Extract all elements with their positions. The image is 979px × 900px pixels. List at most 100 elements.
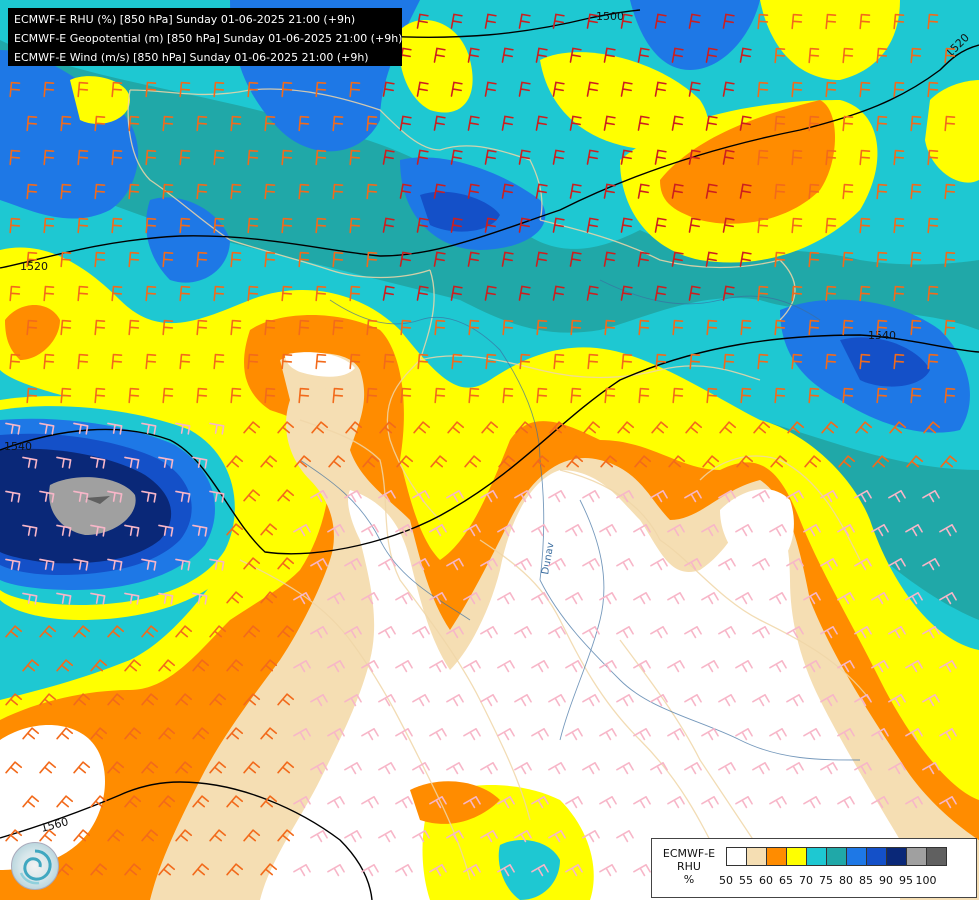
legend-tick-50: 50 [719,874,733,887]
wind-barb [90,727,108,740]
wind-barb [859,81,871,98]
legend-swatch-10 [926,847,947,866]
wind-barb [463,660,481,673]
wind-barb [586,81,599,97]
wind-barb [888,626,906,639]
wind-barb [378,762,396,775]
wind-barb [315,353,327,370]
wind-barb [774,47,786,64]
wind-barb [128,387,140,404]
wind-barb [213,217,225,234]
wind-barb [5,693,23,706]
wind-barb [327,524,345,537]
wind-barb [124,863,142,876]
wind-barb [910,251,922,268]
wind-barb [107,829,125,842]
wind-barb [332,387,344,404]
rhu-orange-zone-west [5,305,60,360]
wind-barb [655,353,667,370]
wind-barb [260,591,278,604]
rhu-blue-zone-nw [0,50,139,219]
wind-barb [73,625,91,638]
wind-barb [175,761,193,774]
wind-barb [910,115,922,132]
wind-barb [395,524,413,537]
wind-barb [433,183,446,199]
wind-barb [808,319,820,336]
wind-barb [514,626,532,639]
wind-barb [654,13,667,29]
wind-barb [927,13,939,30]
wind-barb [859,285,871,302]
wind-barb [842,251,854,268]
wind-barb [446,490,464,503]
wind-barb [515,421,533,434]
wind-barb [196,251,208,268]
wind-barb [395,796,413,809]
wind-barb [820,762,838,775]
wind-barb [467,115,480,131]
legend-label: ECMWF-E RHU % [656,847,722,886]
wind-barb [22,456,38,469]
wind-barb [718,762,736,775]
wind-barb [310,490,328,503]
wind-barb [298,387,310,404]
wind-barb [820,626,838,639]
wind-barb [757,149,769,166]
wind-barb [650,694,668,707]
wind-barb [344,626,362,639]
wind-barb [922,558,940,571]
wind-barb [277,761,295,774]
wind-barb [497,796,515,809]
wind-barb [39,422,55,435]
wind-barb [310,626,328,639]
wind-barb [9,353,21,370]
wind-barb [413,421,431,434]
ecmwf-swirl-logo [11,842,59,890]
wind-barb [705,47,718,63]
wind-barb [497,728,515,741]
wind-barb [94,115,106,132]
wind-barb [735,728,753,741]
swirl-icon [19,849,52,885]
wind-barb [820,694,838,707]
legend-swatch-2 [766,847,787,866]
wind-barb [162,319,174,336]
wind-barb [209,625,227,638]
wind-barb [820,490,838,503]
wind-barb [395,864,413,877]
wind-barb [175,625,193,638]
wind-barb [56,727,74,740]
wind-barb [344,830,362,843]
wind-barb [838,455,856,468]
wind-barb [22,524,38,537]
wind-barb [429,524,447,537]
legend-swatch-3 [786,847,807,866]
wind-barb [145,353,157,370]
wind-barb [446,762,464,775]
wind-barb [484,285,497,301]
wind-barb [689,353,701,370]
wind-barb [412,490,430,503]
wind-barb [395,728,413,741]
wind-barb [39,558,55,571]
wind-barb [927,149,939,166]
wind-barb [362,455,380,468]
wind-barb [535,47,548,63]
wind-barb [196,183,208,200]
wind-barb [463,592,481,605]
wind-barb [808,115,820,132]
wind-barb [803,796,821,809]
wind-barb [770,455,788,468]
wind-barb [888,558,906,571]
wind-barb [111,217,123,234]
wind-barb [603,183,616,199]
wind-barb [620,13,633,29]
wind-barb [633,796,651,809]
wind-barb [888,694,906,707]
wind-barb [416,285,429,301]
map-title-block: ECMWF-E RHU (%) [850 hPa] Sunday 01-06-2… [8,8,402,66]
wind-barb [668,455,686,468]
rhu-white-zone-sw [0,725,105,870]
wind-barb [90,795,108,808]
